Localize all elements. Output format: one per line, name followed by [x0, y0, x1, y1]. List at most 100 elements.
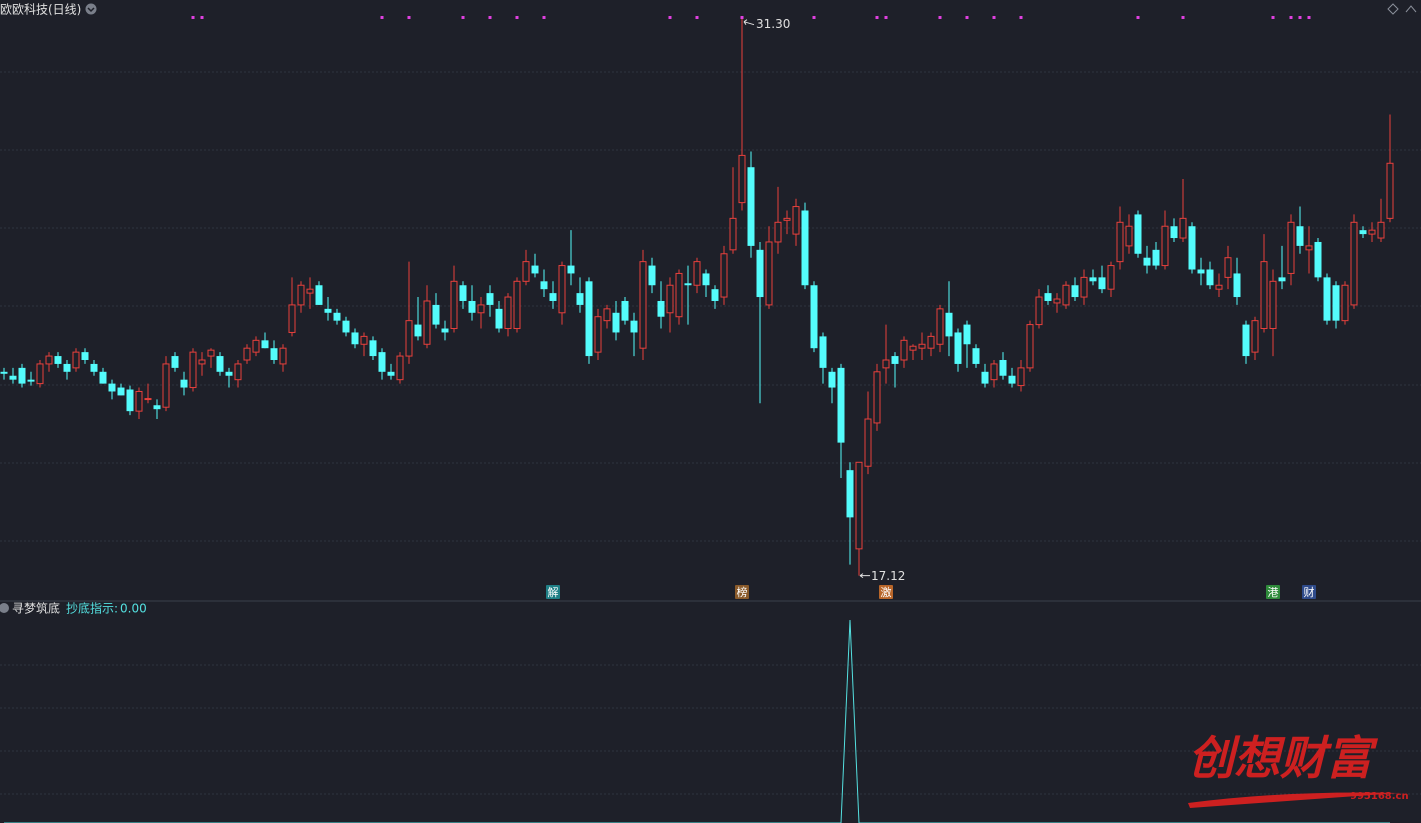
candle-body — [117, 387, 125, 396]
main-grid — [0, 71, 1421, 795]
indicator-name: 抄底指示: — [66, 601, 118, 616]
candle-body — [72, 351, 80, 369]
candle-body — [1017, 367, 1025, 387]
candle-body — [1251, 320, 1259, 353]
candle-body — [135, 390, 143, 412]
candle-body — [54, 356, 62, 364]
diamond-icon[interactable] — [1387, 3, 1399, 15]
candle-body — [603, 308, 611, 322]
candle-body — [954, 332, 962, 364]
candle-body — [864, 418, 872, 467]
candle-body — [810, 285, 818, 349]
low-label: 17.12 — [871, 569, 905, 583]
candle-body — [981, 371, 989, 384]
candle-body — [1350, 221, 1358, 306]
candle-body — [558, 265, 566, 314]
signal-dot — [461, 16, 465, 19]
candle-body — [1071, 285, 1079, 298]
candle-body — [432, 304, 440, 325]
candle-body — [1161, 225, 1169, 267]
candle-body — [1197, 269, 1205, 274]
candle-body — [729, 217, 737, 251]
signal-dot — [1136, 16, 1140, 19]
candle-body — [279, 347, 287, 365]
candle-body — [405, 320, 413, 357]
candle-body — [9, 375, 17, 380]
candle-body — [747, 167, 755, 246]
candle-body — [1368, 229, 1376, 235]
candle-body — [1134, 214, 1142, 254]
candle-body — [1323, 277, 1331, 321]
candle-body — [63, 363, 71, 372]
candle-body — [936, 308, 944, 345]
candle-body — [828, 371, 836, 388]
candle-body — [945, 312, 953, 337]
candle-body — [261, 340, 269, 349]
candle-body — [666, 284, 674, 314]
candle-body — [891, 356, 899, 364]
dropdown-icon[interactable] — [85, 3, 97, 15]
candle-body — [180, 379, 188, 388]
candle-body — [369, 340, 377, 357]
candle-body — [243, 347, 251, 361]
candle-body — [657, 300, 665, 317]
candle-body — [1269, 280, 1277, 330]
candle-body — [648, 265, 656, 286]
dropdown-chevron — [87, 7, 95, 13]
candle-body — [999, 360, 1007, 376]
signal-dot — [1298, 16, 1302, 19]
candle-body — [819, 336, 827, 368]
pane-dropdown-icon[interactable] — [0, 603, 9, 613]
candle-body — [81, 352, 89, 360]
candle-body — [477, 304, 485, 314]
candle-body — [963, 324, 971, 345]
candle-body — [801, 210, 809, 286]
signal-dot — [812, 16, 816, 19]
candle-body — [693, 261, 701, 286]
event-marker-box — [879, 585, 893, 599]
candle-body — [423, 300, 431, 345]
candle-body — [162, 363, 170, 408]
candle-body — [1116, 221, 1124, 263]
candle-body — [1206, 269, 1214, 286]
candle-body — [342, 320, 350, 333]
candle-body — [1233, 273, 1241, 298]
candle-body — [1332, 285, 1340, 321]
candle-body — [1341, 284, 1349, 322]
candle-body — [702, 273, 710, 286]
candle-body — [1215, 284, 1223, 290]
candle-body — [351, 332, 359, 345]
candle-body — [900, 339, 908, 361]
candle-body — [1035, 296, 1043, 326]
event-marker-label: 榜 — [737, 585, 748, 599]
signal-dot — [965, 16, 969, 19]
indicator-value: 0.00 — [120, 602, 147, 616]
low-arrow — [859, 573, 870, 579]
candle-body — [972, 348, 980, 364]
collapse-icon[interactable] — [1405, 5, 1417, 13]
signal-dot — [1289, 16, 1293, 19]
candle-body — [441, 328, 449, 333]
signal-dot — [875, 16, 879, 19]
candle-body — [882, 359, 890, 369]
candle-body — [1080, 276, 1088, 298]
candle-body — [540, 281, 548, 290]
candle-body — [1143, 257, 1151, 266]
signal-dot — [1307, 16, 1311, 19]
candle-body — [918, 343, 926, 349]
candle-body — [1152, 249, 1160, 266]
candle-body — [1224, 257, 1232, 278]
candle-body — [756, 249, 764, 298]
candle-body — [774, 221, 782, 243]
candle-body — [333, 312, 341, 321]
watermark-text: 创想财富 — [1188, 731, 1379, 785]
candle-body — [36, 363, 44, 385]
signal-dot — [407, 16, 411, 19]
candle-body — [594, 316, 602, 353]
candle-body — [297, 284, 305, 306]
candle-body — [720, 253, 728, 298]
candle-body — [1107, 265, 1115, 290]
candle-body — [612, 312, 620, 333]
